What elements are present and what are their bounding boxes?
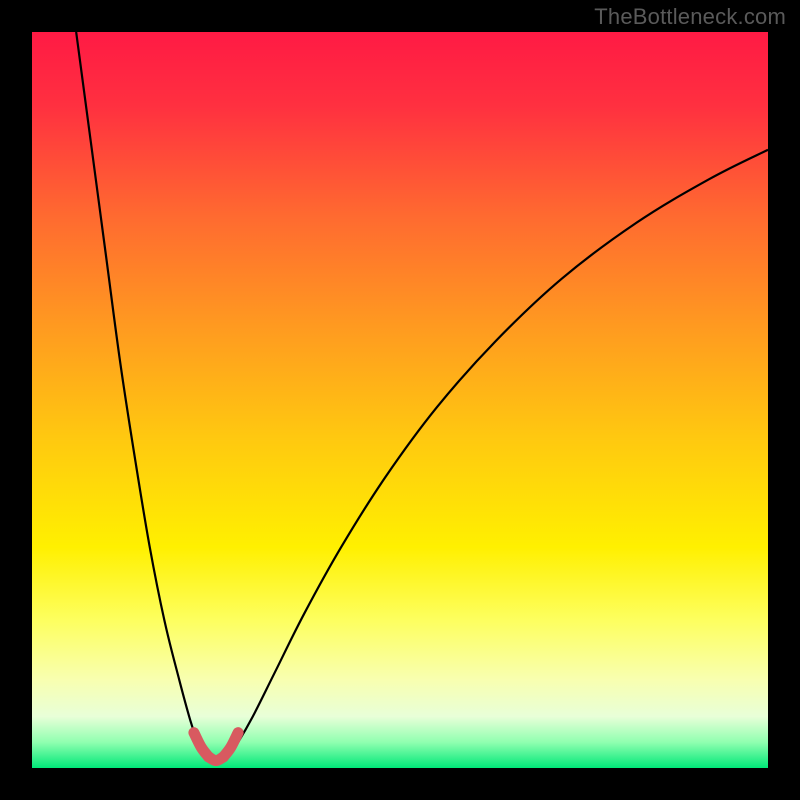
watermark-text: TheBottleneck.com	[594, 4, 786, 30]
bottleneck-curve-svg	[32, 32, 768, 768]
plot-area	[32, 32, 768, 768]
